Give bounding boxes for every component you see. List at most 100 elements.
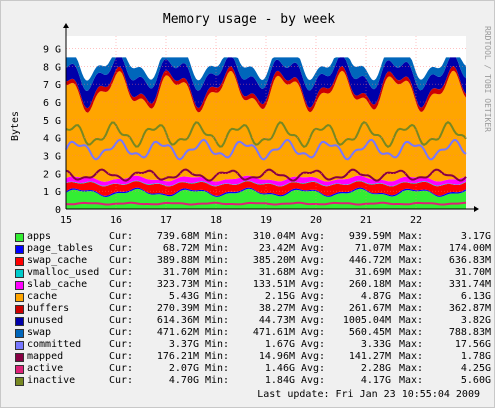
cur-label: Cur: (109, 363, 134, 374)
avg-value: 260.18M (348, 279, 391, 290)
x-tick-label: 17 (160, 215, 172, 226)
legend-swatch (15, 245, 24, 254)
avg-value: 939.59M (348, 231, 391, 242)
memory-chart: Memory usage - by week Bytes RRDTOOL / T… (10, 12, 492, 226)
max-value: 636.83M (448, 255, 491, 266)
y-tick-label: 9 G (43, 44, 61, 55)
avg-label: Avg: (301, 351, 326, 362)
legend-row-buffers: buffers Cur: 270.39M Min: 38.27M Avg: 261.67M M… (15, 303, 491, 315)
y-tick-label: 7 G (43, 80, 61, 91)
cur-label: Cur: (109, 279, 134, 290)
x-tick-label: 21 (360, 215, 372, 226)
legend-row-active: active Cur: 2.07G Min: 1.46G Avg: 2.28G Max: 4.2… (15, 363, 491, 375)
avg-value: 141.27M (348, 351, 391, 362)
legend-name: vmalloc_used (27, 267, 100, 278)
max-value: 3.17G (460, 231, 491, 242)
cur-value: 4.70G (168, 375, 199, 386)
legend-name: slab_cache (27, 279, 88, 290)
avg-label: Avg: (301, 375, 326, 386)
cur-label: Cur: (109, 327, 134, 338)
legend-row-unused: unused Cur: 614.36M Min: 44.73M Avg: 1005.04M M… (15, 315, 491, 327)
min-value: 2.15G (264, 291, 295, 302)
avg-value: 4.87G (360, 291, 391, 302)
max-label: Max: (399, 351, 424, 362)
legend: apps Cur: 739.68M Min: 310.04M Avg: 939.59M Max… (15, 231, 491, 387)
legend-name: committed (27, 339, 82, 350)
line-committed (65, 138, 467, 161)
avg-label: Avg: (301, 363, 326, 374)
legend-swatch (15, 257, 24, 266)
y-tick-label: 0 (55, 205, 61, 216)
legend-swatch (15, 353, 24, 362)
cur-label: Cur: (109, 267, 134, 278)
legend-swatch (15, 269, 24, 278)
avg-value: 560.45M (348, 327, 391, 338)
overlay-lines (65, 120, 467, 206)
y-tick-label: 3 G (43, 151, 61, 162)
x-tick-label: 19 (260, 215, 272, 226)
x-axis-arrow (474, 206, 479, 212)
y-tick-label: 5 G (43, 116, 61, 127)
avg-value: 1005.04M (342, 315, 391, 326)
max-label: Max: (399, 279, 424, 290)
legend-row-mapped: mapped Cur: 176.21M Min: 14.96M Avg: 141.27M Ma… (15, 351, 491, 363)
avg-value: 446.72M (348, 255, 391, 266)
y-tick-labels: 0 1 G 2 G 3 G 4 G 5 G 6 G 7 G 8 G 9 G (43, 44, 61, 216)
min-value: 385.20M (252, 255, 295, 266)
avg-label: Avg: (301, 267, 326, 278)
min-label: Min: (205, 375, 230, 386)
legend-name: inactive (27, 375, 76, 386)
legend-swatch (15, 341, 24, 350)
y-tick-label: 1 G (43, 187, 61, 198)
legend-swatch (15, 317, 24, 326)
avg-label: Avg: (301, 291, 326, 302)
y-axis-label: Bytes (10, 111, 21, 141)
max-label: Max: (399, 363, 424, 374)
max-label: Max: (399, 315, 424, 326)
legend-row-apps: apps Cur: 739.68M Min: 310.04M Avg: 939.59M Max… (15, 231, 491, 243)
cur-value: 270.39M (156, 303, 199, 314)
min-value: 38.27M (258, 303, 295, 314)
x-tick-label: 20 (310, 215, 322, 226)
avg-label: Avg: (301, 231, 326, 242)
avg-value: 3.33G (360, 339, 391, 350)
cur-label: Cur: (109, 375, 134, 386)
max-label: Max: (399, 375, 424, 386)
max-label: Max: (399, 303, 424, 314)
legend-row-committed: committed Cur: 3.37G Min: 1.67G Avg: 3.33G Max:… (15, 339, 491, 351)
cur-value: 471.62M (156, 327, 199, 338)
avg-label: Avg: (301, 279, 326, 290)
cur-label: Cur: (109, 231, 134, 242)
max-label: Max: (399, 255, 424, 266)
max-value: 4.25G (460, 363, 491, 374)
legend-name: swap_cache (27, 255, 88, 266)
min-label: Min: (205, 231, 230, 242)
max-label: Max: (399, 231, 424, 242)
cur-value: 389.88M (156, 255, 199, 266)
cur-label: Cur: (109, 255, 134, 266)
avg-value: 261.67M (348, 303, 391, 314)
min-value: 44.73M (258, 315, 295, 326)
legend-row-cache: cache Cur: 5.43G Min: 2.15G Avg: 4.87G Max: 6.13… (15, 291, 491, 303)
avg-value: 4.17G (360, 375, 391, 386)
max-value: 6.13G (460, 291, 491, 302)
max-label: Max: (399, 327, 424, 338)
y-tick-label: 8 G (43, 62, 61, 73)
cur-label: Cur: (109, 351, 134, 362)
cur-value: 323.73M (156, 279, 199, 290)
grid-lines (65, 36, 466, 210)
max-value: 788.83M (448, 327, 491, 338)
y-tick-label: 4 G (43, 134, 61, 145)
cur-label: Cur: (109, 339, 134, 350)
min-label: Min: (205, 351, 230, 362)
min-value: 133.51M (252, 279, 295, 290)
cur-value: 614.36M (156, 315, 199, 326)
max-value: 174.00M (448, 243, 491, 254)
watermark-text: RRDTOOL / TOBI OETIKER (483, 26, 492, 132)
cur-label: Cur: (109, 243, 134, 254)
cur-value: 2.07G (168, 363, 199, 374)
max-value: 331.74M (448, 279, 491, 290)
x-tick-label: 22 (410, 215, 422, 226)
cur-value: 5.43G (168, 291, 199, 302)
